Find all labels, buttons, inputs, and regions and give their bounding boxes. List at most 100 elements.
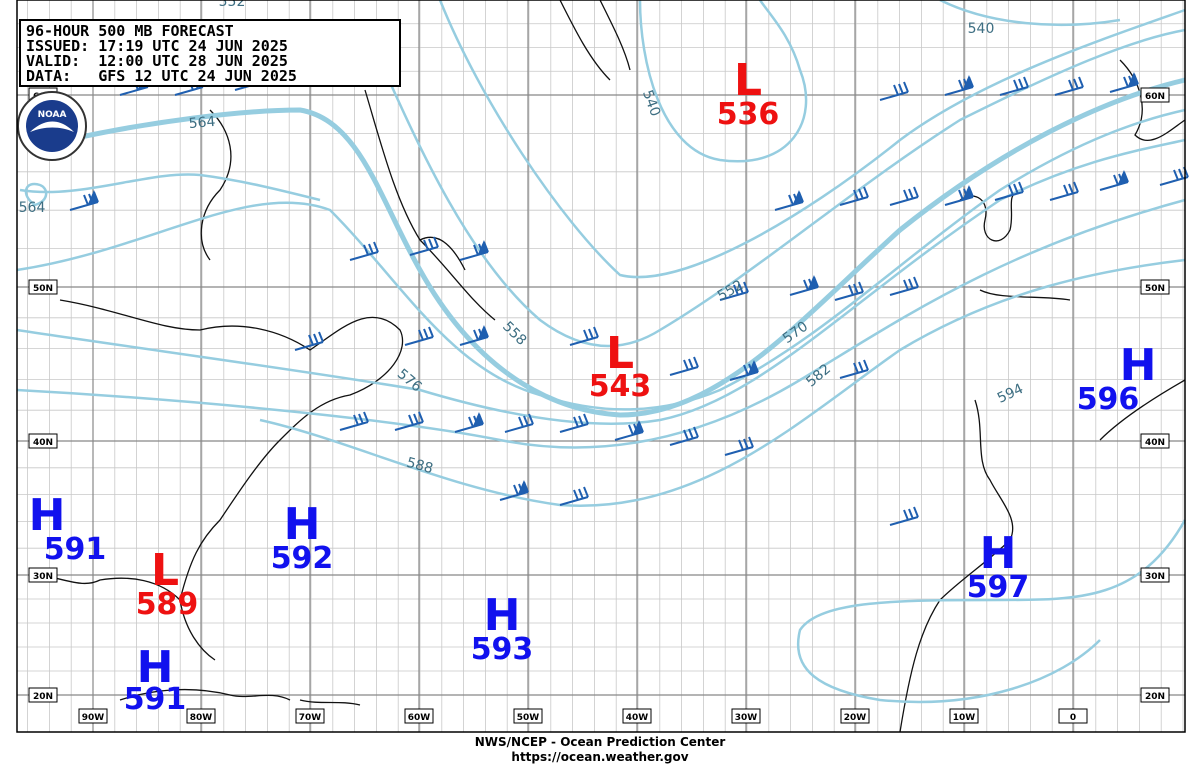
- header-line: 96-HOUR 500 MB FORECAST: [26, 22, 234, 40]
- wind-barb: [294, 331, 324, 351]
- lon-label-box: [78, 708, 108, 724]
- lon-label-box: [622, 708, 652, 724]
- lon-label: 70W: [299, 713, 322, 723]
- lat-label: 40N: [1145, 438, 1165, 448]
- header-line: ISSUED: 17:19 UTC 24 JUN 2025: [26, 37, 288, 55]
- wind-flag: [793, 190, 803, 204]
- wind-barb: [719, 281, 749, 301]
- center-symbol: H: [1120, 340, 1157, 391]
- center-symbol: H: [980, 528, 1017, 579]
- contour: [259, 258, 1186, 507]
- wind-flag: [1118, 170, 1128, 184]
- lat-label-box: [28, 687, 58, 703]
- coastlines: [29, 0, 1186, 733]
- lon-label: 90W: [82, 713, 105, 723]
- lon-label: 20W: [844, 713, 867, 723]
- center-value: 543: [589, 369, 652, 404]
- wind-flag: [473, 412, 483, 426]
- wind-barb: [724, 436, 754, 456]
- lon-label: 40W: [626, 713, 649, 723]
- contour: [16, 108, 1186, 411]
- lon-label-box: [840, 708, 870, 724]
- wind-barb: [339, 411, 369, 431]
- wind-barb: [559, 413, 589, 433]
- wind-flag: [963, 185, 973, 199]
- contour: [24, 182, 48, 207]
- wind-barb: [839, 186, 869, 206]
- center-value: 591: [44, 532, 107, 567]
- wind-barb: [504, 413, 534, 433]
- lon-label-box: [404, 708, 434, 724]
- lat-label: 50N: [1145, 284, 1165, 294]
- wind-barb: [669, 426, 699, 446]
- wind-barb: [839, 359, 869, 379]
- map-frame: [16, 0, 1186, 733]
- wind-barb: [999, 76, 1029, 96]
- center-value: 591: [124, 682, 187, 717]
- wind-barb: [834, 281, 864, 301]
- contour: [797, 519, 1187, 704]
- wind-flag: [478, 240, 488, 254]
- coastline: [559, 0, 631, 81]
- header-line: DATA: GFS 12 UTC 24 JUN 2025: [26, 67, 297, 85]
- wind-barb: [409, 236, 439, 256]
- coastline: [899, 289, 1186, 733]
- wind-flag: [518, 480, 528, 494]
- center-value: 597: [967, 570, 1030, 605]
- center-value: 589: [136, 587, 199, 622]
- lat-label: 40N: [33, 438, 53, 448]
- lat-label: 50N: [33, 284, 53, 294]
- wind-barb: [879, 81, 909, 101]
- wind-flag: [478, 325, 488, 339]
- wind-barb: [1054, 76, 1084, 96]
- lon-label: 10W: [953, 713, 976, 723]
- noaa-logo: NOAA: [17, 91, 87, 161]
- wind-barb: [889, 186, 919, 206]
- lon-label-box: [295, 708, 325, 724]
- contour-label: 588: [405, 455, 435, 477]
- center-value: 536: [717, 97, 780, 132]
- center-value: 596: [1077, 382, 1140, 417]
- contour-label: 552: [219, 0, 246, 10]
- center-symbol: L: [606, 328, 634, 379]
- coastline: [364, 89, 496, 321]
- lat-label-box: [1140, 279, 1170, 295]
- wind-barb: [1159, 166, 1189, 186]
- center-symbol: H: [284, 499, 321, 550]
- labels: 60N60N50N50N40N40N30N30N20N20N90W80W70W6…: [19, 0, 1170, 724]
- lon-label: 0: [1070, 713, 1076, 723]
- contour-label: 564: [19, 200, 46, 216]
- wind-flag: [88, 190, 98, 204]
- lon-label: 50W: [517, 713, 540, 723]
- wind-flag: [748, 360, 758, 374]
- lat-label: 60N: [1145, 92, 1165, 102]
- center-symbol: H: [137, 642, 174, 693]
- lat-label-box: [28, 567, 58, 583]
- contour: [378, 28, 1186, 348]
- coastline: [119, 688, 361, 706]
- lon-label-box: [186, 708, 216, 724]
- contour-label: 564: [188, 114, 216, 132]
- wind-barb: [1049, 181, 1079, 201]
- lat-label: 20N: [33, 692, 53, 702]
- contour: [19, 173, 321, 202]
- lat-label: 30N: [33, 572, 53, 582]
- header-frame: [19, 19, 401, 87]
- footer-line: NWS/NCEP - Ocean Prediction Center: [475, 735, 726, 749]
- lon-label-box: [1058, 708, 1088, 724]
- center-symbol: H: [484, 590, 521, 641]
- footer-line: https://ocean.weather.gov: [511, 750, 688, 764]
- center-symbol: H: [29, 490, 66, 541]
- lon-label-box: [949, 708, 979, 724]
- center-value: 593: [471, 632, 534, 667]
- lat-label: 20N: [1145, 692, 1165, 702]
- logo-text: NOAA: [38, 110, 67, 120]
- wind-flag: [1128, 72, 1138, 86]
- wind-barb: [569, 326, 599, 346]
- contour: [939, 0, 1121, 27]
- header-box: 96-HOUR 500 MB FORECAST ISSUED: 17:19 UT…: [19, 19, 401, 87]
- lat-label: 30N: [1145, 572, 1165, 582]
- header-line: VALID: 12:00 UTC 28 JUN 2025: [26, 52, 288, 70]
